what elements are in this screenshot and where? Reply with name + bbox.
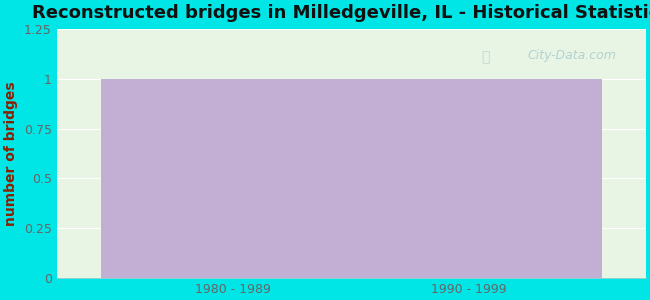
Y-axis label: number of bridges: number of bridges xyxy=(4,81,18,226)
Text: ⓘ: ⓘ xyxy=(481,50,489,64)
Text: City-Data.com: City-Data.com xyxy=(528,49,616,62)
Title: Reconstructed bridges in Milledgeville, IL - Historical Statistics: Reconstructed bridges in Milledgeville, … xyxy=(32,4,650,22)
Bar xyxy=(337,79,602,278)
Bar xyxy=(101,79,366,278)
